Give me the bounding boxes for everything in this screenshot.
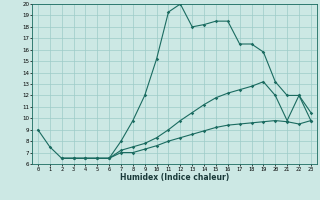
X-axis label: Humidex (Indice chaleur): Humidex (Indice chaleur) [120,173,229,182]
